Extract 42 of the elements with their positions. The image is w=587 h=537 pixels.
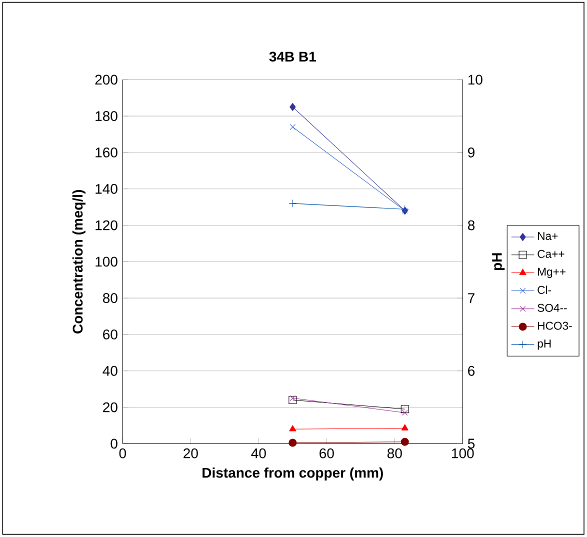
point	[290, 395, 296, 402]
x-axis-title: Distance from copper (mm)	[202, 467, 383, 480]
x-tick-label: 60	[320, 448, 334, 458]
point	[400, 405, 409, 414]
y2-tick-label: 8	[468, 220, 475, 230]
y-tick-label: 120	[96, 220, 118, 230]
y2-tick-label: 7	[468, 293, 474, 303]
point	[288, 396, 297, 404]
y-tick-label: 180	[96, 111, 118, 122]
legend-label: Ca++	[538, 250, 564, 258]
x-tick-label: 20	[184, 448, 198, 458]
y-tick-label: 80	[102, 293, 118, 304]
x-tick-label: 40	[251, 448, 266, 458]
x-tick-label: 0	[119, 448, 126, 458]
legend-label: Cl-	[538, 286, 552, 294]
legend-label: pH	[538, 340, 551, 350]
x-tick-label: 100	[452, 448, 474, 458]
legend-label: SO4--	[538, 304, 567, 312]
x-tick-label: 80	[387, 448, 402, 458]
y2-tick-label: 5	[468, 438, 475, 449]
point	[400, 438, 409, 446]
y-axis-title: Concentration (meq/l)	[72, 190, 86, 334]
point	[288, 438, 297, 447]
y-tick-label: 200	[95, 74, 118, 85]
y-tick-label: 20	[103, 402, 118, 412]
y2-tick-label: 9	[468, 148, 474, 158]
y-tick-label: 0	[110, 438, 118, 449]
y-tick-label: 60	[103, 330, 118, 340]
point	[290, 124, 296, 130]
legend-label: Mg++	[538, 268, 566, 278]
y-tick-label: 160	[96, 148, 118, 158]
y-tick-label: 100	[96, 256, 118, 267]
point	[290, 102, 296, 111]
legend-label: HCO3-	[538, 322, 572, 330]
legend-label: Na+	[538, 232, 558, 240]
y-tick-label: 40	[102, 366, 118, 376]
y2-tick-label: 10	[468, 74, 482, 85]
y-tick-label: 140	[96, 184, 118, 194]
point	[402, 410, 408, 416]
y2-axis-title: pH	[492, 253, 505, 270]
y2-tick-label: 6	[468, 366, 475, 376]
chart-title: 34B B1	[269, 52, 316, 62]
